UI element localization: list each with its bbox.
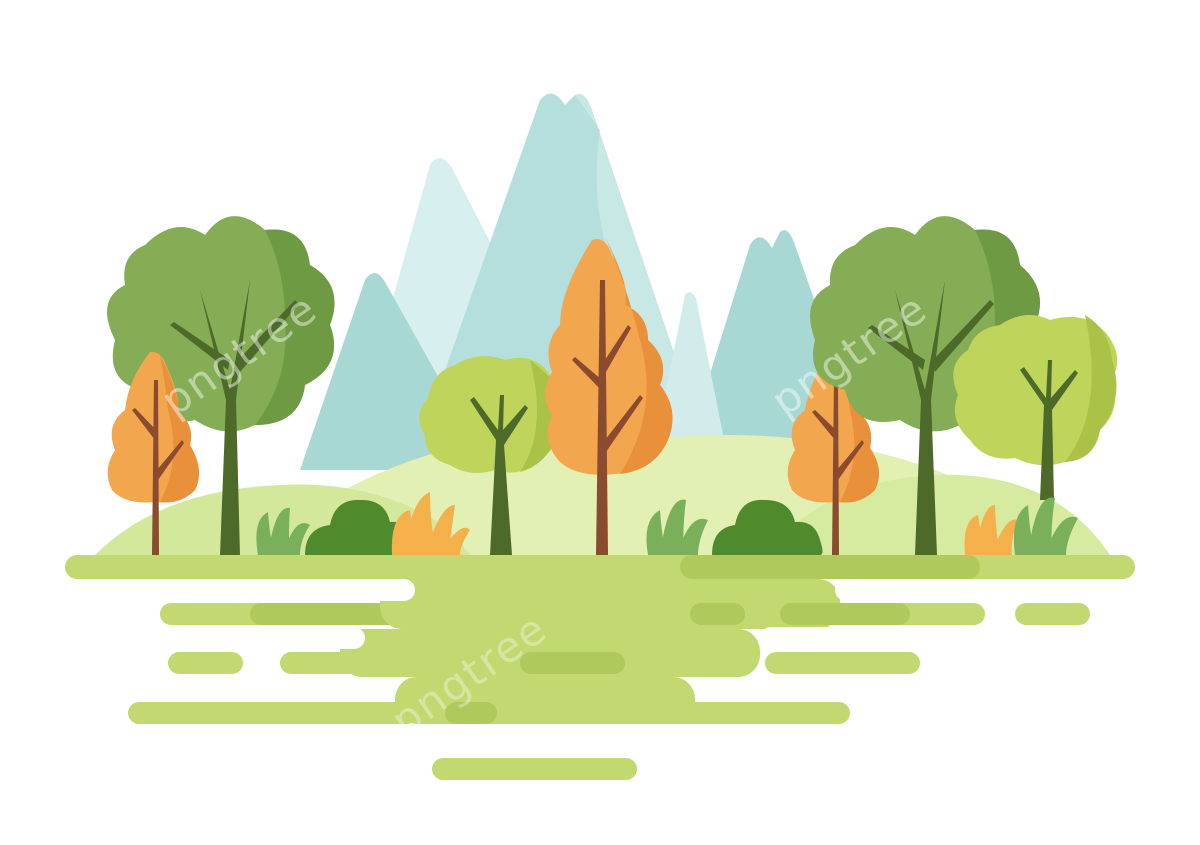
field-stripe — [168, 652, 243, 674]
bush-orange-right — [964, 505, 1018, 555]
tree-orange-center — [545, 237, 673, 555]
tree-canopy-shade — [255, 229, 335, 425]
tree-trunk — [200, 280, 250, 555]
field-stripe — [765, 652, 920, 674]
bush-orange-center — [391, 492, 470, 555]
mountain-left — [300, 272, 440, 470]
grass-tuft-right — [1013, 497, 1078, 555]
tree-trunk — [812, 380, 864, 555]
bush-dark-right — [712, 499, 823, 555]
tree-orange-left — [107, 351, 199, 555]
tree-trunk — [1020, 360, 1078, 500]
field-gap — [500, 725, 700, 755]
field-gap — [760, 627, 1020, 649]
tree-canopy — [419, 356, 561, 474]
field-gap — [115, 579, 415, 601]
field-stripe — [680, 555, 980, 579]
field-stripe — [445, 702, 497, 724]
field-stripe — [615, 702, 850, 724]
bush-dark-left — [305, 499, 418, 555]
grass-tuft-center — [646, 499, 708, 555]
field-stripe — [520, 652, 625, 674]
tree-lime-right — [953, 315, 1118, 500]
grass-field — [65, 555, 1135, 780]
tree-canopy-shade — [160, 355, 199, 503]
tree-trunk — [572, 280, 643, 555]
field-stripe — [380, 579, 840, 629]
field-stripe — [780, 603, 910, 625]
field-stripe — [432, 758, 637, 780]
tree-trunk — [132, 380, 184, 555]
tree-trunk — [470, 395, 528, 555]
grass-tuft-left — [256, 507, 310, 555]
tree-canopy-shade — [605, 237, 673, 474]
tree-trunk — [895, 280, 945, 555]
field-stripe — [1015, 603, 1090, 625]
field-stripe — [128, 702, 418, 724]
field-gap — [150, 677, 390, 699]
field-gap — [835, 579, 1075, 601]
tree-canopy-shade — [1065, 315, 1117, 462]
field-gap — [150, 627, 365, 649]
field-gap — [700, 677, 950, 699]
field-stripe — [690, 603, 745, 625]
bushes — [256, 492, 1078, 555]
